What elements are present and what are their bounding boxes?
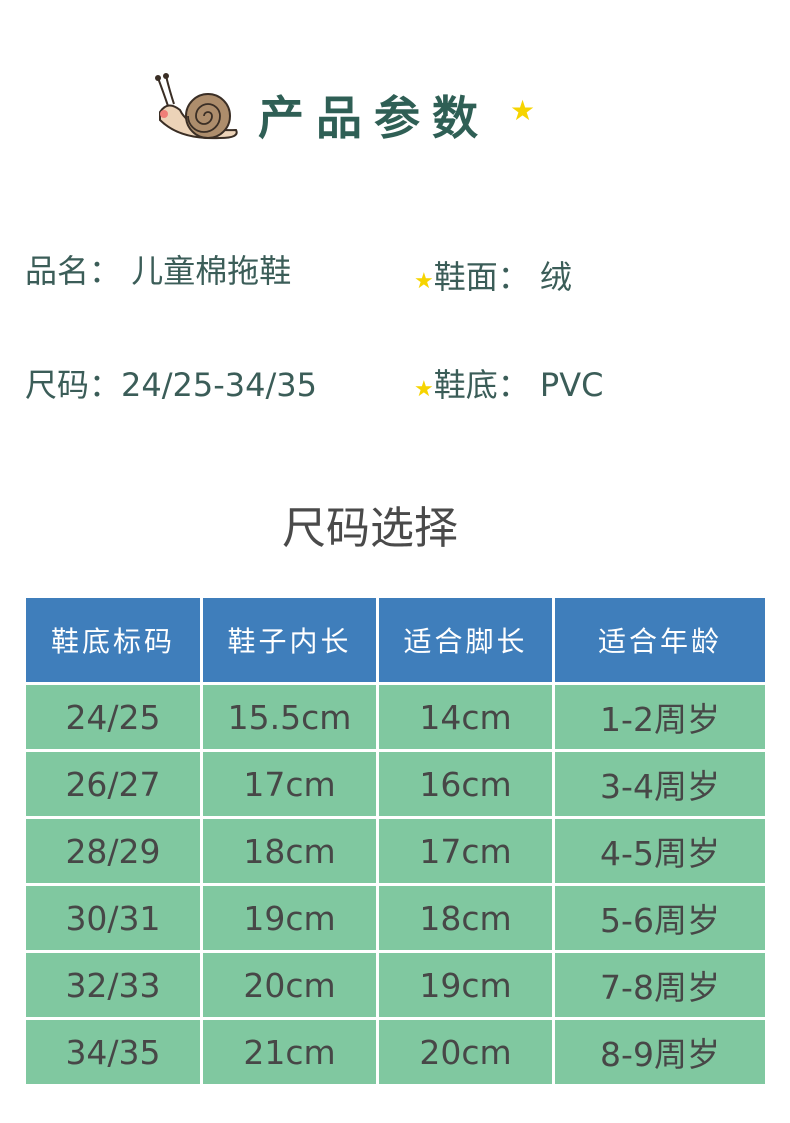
table-cell: 1-2周岁 — [555, 685, 765, 749]
section-title: 尺码选择 — [282, 503, 458, 554]
info-sole: ★鞋底： PVC — [414, 366, 604, 404]
table-cell: 8-9周岁 — [555, 1020, 765, 1084]
table-row: 24/25 15.5cm 14cm 1-2周岁 — [26, 685, 765, 749]
table-cell: 32/33 — [26, 953, 200, 1017]
table-row: 28/29 18cm 17cm 4-5周岁 — [26, 819, 765, 883]
table-cell: 4-5周岁 — [555, 819, 765, 883]
info-upper: ★鞋面： 绒 — [414, 258, 572, 296]
table-cell: 7-8周岁 — [555, 953, 765, 1017]
table-row: 26/27 17cm 16cm 3-4周岁 — [26, 752, 765, 816]
table-cell: 19cm — [379, 953, 552, 1017]
table-row: 32/33 20cm 19cm 7-8周岁 — [26, 953, 765, 1017]
table-cell: 15.5cm — [203, 685, 376, 749]
page-title: 产品参数 — [258, 91, 490, 145]
info-name: 品名： 儿童棉拖鞋 — [25, 252, 292, 290]
table-row: 34/35 21cm 20cm 8-9周岁 — [26, 1020, 765, 1084]
table-cell: 17cm — [203, 752, 376, 816]
column-header: 鞋底标码 — [26, 598, 200, 682]
table-cell: 26/27 — [26, 752, 200, 816]
snail-icon — [155, 73, 238, 140]
info-size: 尺码：24/25-34/35 — [25, 366, 317, 404]
table-cell: 21cm — [203, 1020, 376, 1084]
table-cell: 14cm — [379, 685, 552, 749]
table-cell: 34/35 — [26, 1020, 200, 1084]
column-header: 鞋子内长 — [203, 598, 376, 682]
table-cell: 18cm — [203, 819, 376, 883]
table-cell: 3-4周岁 — [555, 752, 765, 816]
star-icon: ★ — [510, 94, 536, 127]
table-row: 30/31 19cm 18cm 5-6周岁 — [26, 886, 765, 950]
column-header: 适合脚长 — [379, 598, 552, 682]
table-cell: 18cm — [379, 886, 552, 950]
star-icon: ★ — [414, 269, 434, 294]
table-cell: 24/25 — [26, 685, 200, 749]
table-cell: 20cm — [379, 1020, 552, 1084]
column-header: 适合年龄 — [555, 598, 765, 682]
table-cell: 30/31 — [26, 886, 200, 950]
table-cell: 5-6周岁 — [555, 886, 765, 950]
star-icon: ★ — [414, 377, 434, 402]
table-cell: 16cm — [379, 752, 552, 816]
size-table: 鞋底标码 鞋子内长 适合脚长 适合年龄 24/25 15.5cm 14cm 1-2周岁… — [23, 595, 768, 1087]
table-cell: 19cm — [203, 886, 376, 950]
table-cell: 28/29 — [26, 819, 200, 883]
table-cell: 17cm — [379, 819, 552, 883]
table-cell: 20cm — [203, 953, 376, 1017]
